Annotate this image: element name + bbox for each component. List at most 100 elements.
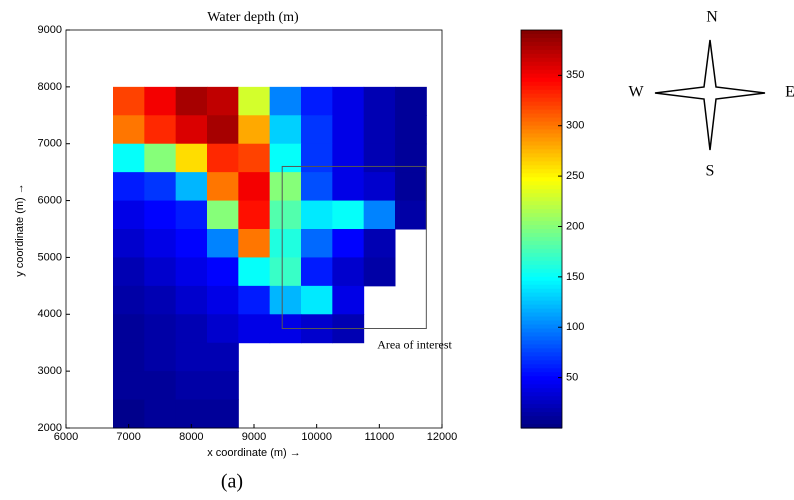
colorbar-step bbox=[521, 292, 562, 298]
colorbar-step bbox=[521, 145, 562, 150]
colorbar-step bbox=[521, 69, 562, 75]
y-tick-label: 8000 bbox=[38, 81, 62, 93]
heat-cell bbox=[363, 200, 396, 230]
heat-cell bbox=[269, 115, 302, 145]
x-tick-label: 8000 bbox=[179, 431, 203, 443]
heat-cell bbox=[144, 229, 177, 258]
heat-cell bbox=[144, 115, 177, 145]
heat-cell bbox=[175, 115, 208, 145]
heat-cell bbox=[144, 399, 177, 429]
compass: N W E S bbox=[628, 9, 794, 180]
heat-cell bbox=[269, 143, 302, 173]
heat-cell bbox=[144, 200, 177, 230]
colorbar-step bbox=[521, 356, 562, 361]
colorbar-step bbox=[521, 105, 562, 111]
colorbar-step bbox=[521, 189, 562, 194]
heat-cell bbox=[113, 200, 145, 230]
y-tick-label: 7000 bbox=[38, 138, 62, 150]
colorbar-step bbox=[521, 396, 562, 401]
colorbar-step bbox=[521, 232, 562, 238]
colorbar-step bbox=[521, 412, 562, 417]
heat-cell bbox=[301, 200, 333, 230]
compass-w: W bbox=[628, 84, 644, 101]
heat-cell bbox=[332, 143, 365, 173]
heat-cell bbox=[207, 200, 239, 230]
colorbar-step bbox=[521, 376, 562, 381]
colorbar-step bbox=[521, 324, 562, 330]
colorbar-step bbox=[521, 404, 562, 409]
colorbar-step bbox=[521, 93, 562, 99]
heat-cell bbox=[144, 285, 177, 315]
colorbar-step bbox=[521, 240, 562, 246]
colorbar-frame bbox=[520, 29, 563, 429]
heat-cell bbox=[395, 172, 427, 202]
colorbar-step bbox=[521, 185, 562, 190]
heat-cell bbox=[301, 172, 333, 202]
heat-cell bbox=[144, 314, 177, 344]
heat-cell bbox=[113, 285, 145, 315]
colorbar-step bbox=[521, 149, 562, 154]
colorbar-step bbox=[521, 169, 562, 174]
heat-cell bbox=[269, 257, 302, 287]
colorbar-step bbox=[521, 332, 562, 338]
heat-cell bbox=[113, 115, 145, 145]
heat-cell bbox=[269, 229, 302, 258]
colorbar-step bbox=[521, 133, 562, 139]
colorbar-step bbox=[521, 420, 562, 425]
heat-cell bbox=[175, 371, 208, 401]
heat-cell bbox=[238, 229, 271, 258]
heat-cell bbox=[113, 314, 145, 344]
y-tick-label: 2000 bbox=[38, 422, 62, 434]
colorbar-step bbox=[521, 213, 562, 218]
colorbar-step bbox=[521, 45, 562, 51]
heat-cell bbox=[238, 143, 271, 173]
colorbar-step bbox=[521, 264, 562, 270]
heat-cell bbox=[207, 314, 239, 344]
heat-cell bbox=[144, 342, 177, 372]
heat-cell bbox=[269, 172, 302, 202]
heat-cell bbox=[175, 285, 208, 315]
colorbar-step bbox=[521, 384, 562, 389]
heat-cell bbox=[238, 86, 271, 116]
heat-cell bbox=[363, 115, 396, 145]
colorbar-step bbox=[521, 117, 562, 123]
heat-cell bbox=[207, 399, 239, 429]
colorbar-step bbox=[521, 181, 562, 186]
colorbar-step bbox=[521, 280, 562, 286]
heat-cell bbox=[269, 200, 302, 230]
chart-title: Water depth (m) bbox=[207, 10, 299, 25]
heat-cell bbox=[301, 115, 333, 145]
colorbar-step bbox=[521, 304, 562, 310]
heat-cell bbox=[363, 229, 396, 258]
colorbar-step bbox=[521, 268, 562, 274]
y-tick-label: 6000 bbox=[38, 194, 62, 206]
x-axis-label: x coordinate (m) → bbox=[207, 447, 301, 459]
colorbar-step bbox=[521, 368, 562, 373]
colorbar-step bbox=[521, 424, 562, 429]
colorbar-step bbox=[521, 392, 562, 397]
heat-cell bbox=[113, 143, 145, 173]
y-tick-label: 4000 bbox=[38, 308, 62, 320]
colorbar-step bbox=[521, 360, 562, 365]
colorbar-step bbox=[521, 408, 562, 413]
colorbar-step bbox=[521, 225, 562, 230]
colorbar-step bbox=[521, 205, 562, 210]
colorbar-step bbox=[521, 193, 562, 198]
colorbar-step bbox=[521, 121, 562, 127]
heat-cell bbox=[332, 172, 365, 202]
colorbar-tick-label: 200 bbox=[566, 220, 584, 232]
heat-cell bbox=[175, 314, 208, 344]
compass-s: S bbox=[706, 163, 715, 180]
colorbar-step bbox=[521, 173, 562, 178]
colorbar-step bbox=[521, 328, 562, 334]
colorbar-step bbox=[521, 157, 562, 162]
heat-cell bbox=[395, 86, 427, 116]
heat-cell bbox=[238, 115, 271, 145]
colorbar-step bbox=[521, 416, 562, 421]
colorbar-step bbox=[521, 288, 562, 294]
heat-cell bbox=[238, 257, 271, 287]
colorbar-step bbox=[521, 320, 562, 326]
colorbar-step bbox=[521, 77, 562, 83]
colorbar-step bbox=[521, 252, 562, 258]
heat-cell bbox=[238, 285, 271, 315]
